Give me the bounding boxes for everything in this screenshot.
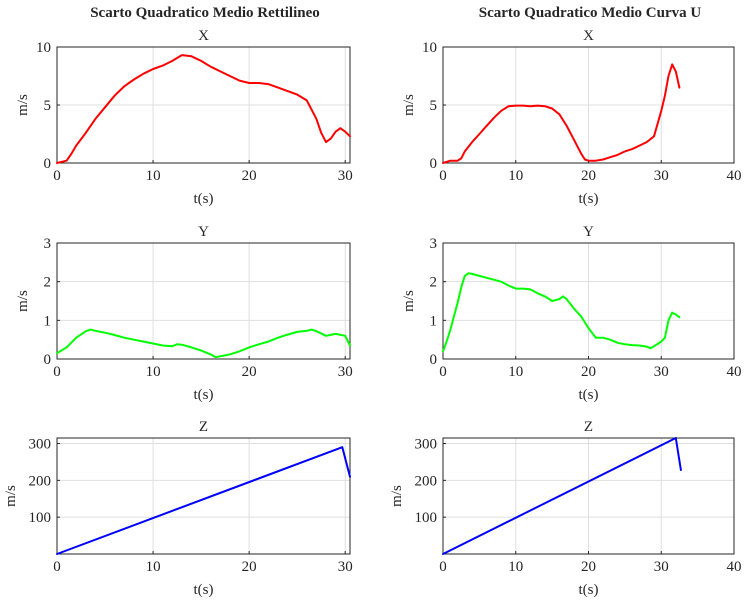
x-tick-label: 30 xyxy=(654,168,669,184)
x-tick-label: 40 xyxy=(727,364,742,380)
x-tick-label: 10 xyxy=(146,559,161,575)
plot-frame xyxy=(56,46,351,164)
x-tick-label: 10 xyxy=(508,168,523,184)
subplot-4: 0 10 20 30 40 0 1 2 3 Yt(s) m/s xyxy=(401,224,742,403)
x-tick-label: 10 xyxy=(146,364,161,380)
y-tick-label: 0 xyxy=(430,352,438,368)
x-tick-label: 40 xyxy=(727,559,742,575)
x-axis-label: t(s) xyxy=(194,191,214,207)
subplot-6: 0 10 20 30 40 100 200 300 Zt(s) m/s xyxy=(389,419,742,598)
x-tick-label: 20 xyxy=(581,364,596,380)
x-tick-label: 10 xyxy=(146,168,161,184)
x-axis-label: t(s) xyxy=(194,387,214,403)
y-axis-label: m/s xyxy=(3,485,19,507)
series-line-1 xyxy=(56,54,351,164)
x-tick-label: 0 xyxy=(53,559,61,575)
y-tick-label: 10 xyxy=(36,40,51,56)
subplot-title: X xyxy=(198,28,209,44)
y-tick-label: 2 xyxy=(430,275,438,291)
y-tick-label: 200 xyxy=(415,473,438,489)
x-axis-label: t(s) xyxy=(194,582,214,598)
x-tick-label: 30 xyxy=(338,168,353,184)
subplot-3: 0 10 20 30 0 1 2 3 Yt(s) m/s xyxy=(15,224,353,403)
x-axis-label: t(s) xyxy=(579,387,599,403)
y-tick-label: 10 xyxy=(422,40,437,56)
x-tick-label: 0 xyxy=(53,364,61,380)
subplot-title: X xyxy=(583,28,594,44)
x-tick-label: 20 xyxy=(242,168,257,184)
series-line-1 xyxy=(442,63,681,164)
x-tick-label: 20 xyxy=(581,559,596,575)
subplot-title: Z xyxy=(584,419,593,435)
x-tick-label: 0 xyxy=(439,559,447,575)
plot-frame xyxy=(56,437,351,555)
x-tick-label: 30 xyxy=(654,559,669,575)
x-tick-label: 10 xyxy=(508,364,523,380)
y-tick-label: 3 xyxy=(44,236,52,252)
x-tick-label: 30 xyxy=(338,364,353,380)
x-tick-label: 20 xyxy=(242,559,257,575)
plot-frame xyxy=(442,46,735,164)
y-tick-label: 100 xyxy=(415,510,438,526)
x-axis-label: t(s) xyxy=(579,191,599,207)
subplot-title: Y xyxy=(198,224,209,240)
y-tick-label: 2 xyxy=(44,275,52,291)
x-tick-label: 30 xyxy=(338,559,353,575)
y-tick-label: 5 xyxy=(430,98,438,114)
y-tick-label: 0 xyxy=(44,352,52,368)
x-tick-label: 30 xyxy=(654,364,669,380)
x-tick-label: 20 xyxy=(581,168,596,184)
x-tick-label: 20 xyxy=(242,364,257,380)
x-tick-label: 0 xyxy=(439,168,447,184)
y-tick-label: 200 xyxy=(29,473,52,489)
y-axis-label: m/s xyxy=(15,290,31,312)
y-tick-label: 300 xyxy=(415,437,438,453)
series-line-1 xyxy=(56,328,351,359)
x-axis-label: t(s) xyxy=(579,582,599,598)
x-tick-label: 0 xyxy=(439,364,447,380)
y-tick-label: 0 xyxy=(430,156,438,172)
subplot-2: 0 10 20 30 40 0 5 10 Xt(s) m/s xyxy=(401,28,742,207)
plot-area xyxy=(56,242,351,360)
subplot-title: Z xyxy=(199,419,208,435)
x-tick-label: 0 xyxy=(53,168,61,184)
column-title-right: Scarto Quadratico Medio Curva U xyxy=(479,5,702,21)
x-tick-label: 40 xyxy=(727,168,742,184)
plot-frame xyxy=(442,242,735,360)
y-tick-label: 100 xyxy=(29,510,52,526)
y-tick-label: 3 xyxy=(430,236,438,252)
y-axis-label: m/s xyxy=(401,94,417,116)
series-line-1 xyxy=(442,437,682,555)
plot-frame xyxy=(442,437,735,555)
series-line-1 xyxy=(442,272,681,353)
subplot-title: Y xyxy=(583,224,594,240)
y-tick-label: 0 xyxy=(44,156,52,172)
column-title-left: Scarto Quadratico Medio Rettilineo xyxy=(90,5,320,21)
y-tick-label: 5 xyxy=(44,98,52,114)
series-line-1 xyxy=(56,446,351,555)
y-tick-label: 1 xyxy=(44,313,52,329)
y-axis-label: m/s xyxy=(389,485,405,507)
subplot-1: 0 10 20 30 0 5 10 Xt(s) m/s xyxy=(15,28,353,207)
plot-frame xyxy=(56,242,351,360)
y-axis-label: m/s xyxy=(401,290,417,312)
y-tick-label: 300 xyxy=(29,437,52,453)
y-tick-label: 1 xyxy=(430,313,438,329)
y-axis-label: m/s xyxy=(15,94,31,116)
x-tick-label: 10 xyxy=(508,559,523,575)
subplot-5: 0 10 20 30 100 200 300 Zt(s) m/s xyxy=(3,419,353,598)
